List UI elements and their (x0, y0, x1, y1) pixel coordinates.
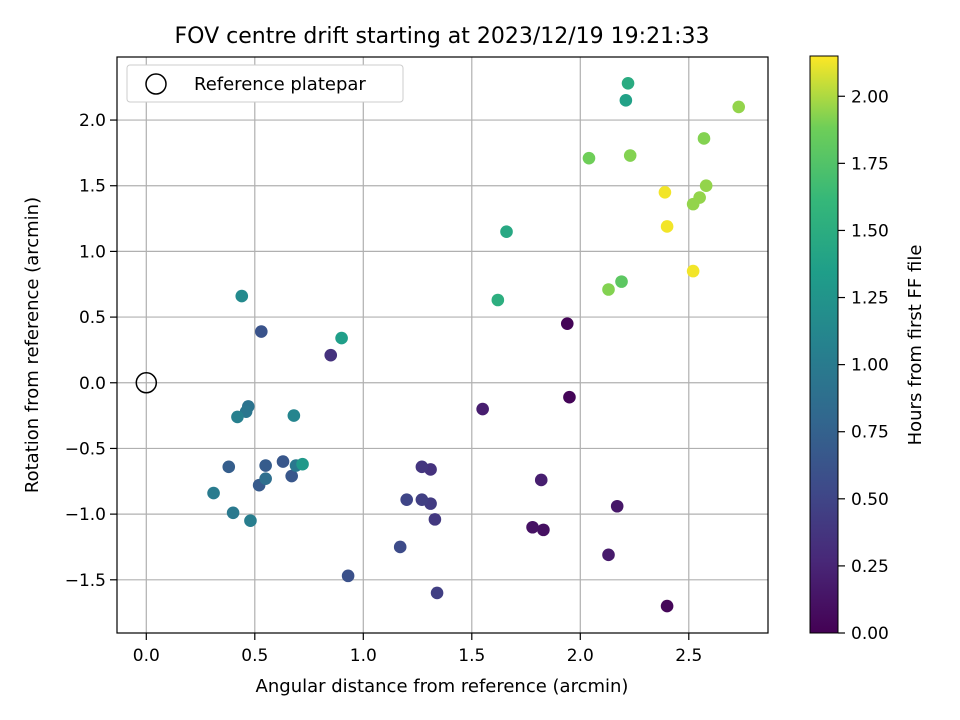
colorbar-ticks: 0.00 0.25 0.50 0.75 1.00 1.25 1.50 1.75 2.00 (838, 87, 889, 644)
colorbar-tick-label: 0.00 (851, 624, 889, 644)
data-point (610, 499, 624, 513)
data-point (285, 469, 298, 483)
x-tick-label: 1.5 (458, 646, 485, 666)
data-point (324, 348, 338, 362)
x-tick-label: 2.0 (567, 646, 594, 666)
data-point (602, 548, 615, 562)
data-point (623, 149, 637, 162)
data-point (222, 460, 236, 474)
data-point (660, 599, 674, 613)
data-point (615, 275, 628, 288)
plot-frame (116, 56, 769, 634)
data-point (560, 317, 574, 330)
x-axis-ticks: 0.0 0.5 1.0 1.5 2.0 2.5 (133, 633, 702, 666)
colorbar-tick-label: 1.00 (851, 356, 889, 376)
y-tick-label: 1.5 (79, 177, 106, 197)
data-point (686, 197, 700, 211)
x-tick-label: 0.5 (241, 646, 268, 666)
colorbar-bar (809, 55, 839, 634)
chart-title: FOV centre drift starting at 2023/12/19 … (175, 24, 710, 49)
x-axis-label: Angular distance from reference (arcmin) (256, 676, 629, 697)
y-tick-label: −0.5 (65, 439, 106, 459)
data-point (582, 151, 596, 165)
colorbar-tick-label: 2.00 (851, 87, 889, 107)
data-point (226, 506, 240, 520)
data-point (276, 455, 290, 468)
data-point (400, 493, 413, 506)
y-tick-label: 0.5 (79, 308, 106, 328)
colorbar-tick-label: 1.75 (851, 154, 889, 174)
data-point (430, 586, 444, 600)
y-tick-label: −1.0 (65, 505, 106, 525)
colorbar-tick-label: 0.75 (851, 423, 889, 443)
x-tick-label: 1.0 (350, 646, 377, 666)
y-tick-label: −1.5 (65, 571, 106, 591)
y-tick-label: 2.0 (79, 111, 106, 131)
y-tick-label: 0.0 (79, 374, 106, 394)
data-point (619, 94, 633, 107)
data-point (428, 513, 442, 526)
data-point (335, 331, 348, 345)
data-points (135, 76, 746, 613)
y-axis-ticks: −1.5 −1.0 −0.5 0.0 0.5 1.0 1.5 2.0 (65, 111, 117, 591)
data-point (686, 264, 700, 278)
data-point (231, 410, 244, 424)
x-tick-label: 0.0 (133, 646, 160, 666)
data-point (244, 514, 257, 527)
data-point (500, 225, 513, 239)
colorbar-tick-label: 0.50 (851, 490, 889, 510)
data-point (476, 402, 489, 416)
y-tick-label: 1.0 (79, 242, 106, 262)
data-point (526, 520, 539, 534)
data-point (287, 409, 301, 422)
data-point (415, 460, 429, 474)
grid-lines (117, 57, 768, 633)
legend-marker (145, 73, 167, 95)
data-point (621, 76, 635, 90)
data-point (537, 523, 550, 537)
data-point (658, 185, 672, 199)
x-tick-label: 2.5 (675, 646, 702, 666)
data-point (415, 493, 429, 506)
data-point (732, 100, 746, 114)
data-point (259, 472, 272, 485)
data-point (296, 457, 309, 471)
y-axis-label: Rotation from reference (arcmin) (22, 197, 43, 493)
colorbar-label: Hours from first FF file (905, 245, 926, 446)
data-point (341, 569, 355, 583)
data-point (491, 293, 505, 307)
colorbar-tick-label: 1.50 (851, 221, 889, 241)
data-point (697, 132, 711, 145)
colorbar-tick-label: 1.25 (851, 289, 889, 309)
data-point (660, 220, 674, 233)
data-point (602, 283, 615, 296)
data-point (563, 390, 576, 404)
legend: Reference platepar (126, 64, 404, 103)
data-point (259, 459, 272, 472)
data-point (207, 486, 220, 500)
colorbar-tick-label: 0.25 (851, 557, 889, 577)
data-point (393, 540, 407, 554)
reference-platepar-marker (135, 372, 158, 394)
data-point (235, 289, 249, 303)
data-point (255, 325, 268, 338)
legend-box (126, 64, 404, 103)
legend-label: Reference platepar (194, 74, 366, 95)
data-point (699, 179, 713, 193)
data-point (534, 473, 548, 487)
